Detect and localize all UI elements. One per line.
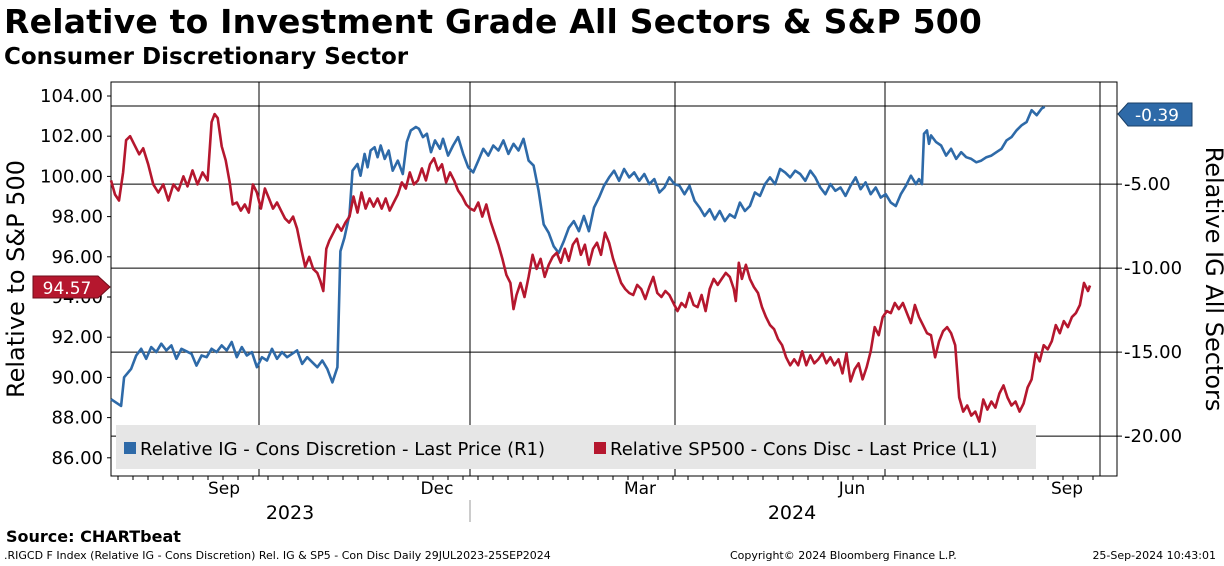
legend-background (116, 425, 1036, 469)
left-tick-label-3: 98.00 (51, 207, 103, 228)
legend: Relative IG - Cons Discretion - Last Pri… (116, 425, 1036, 469)
series-lines (109, 105, 1092, 423)
badge-sp-shape (32, 275, 111, 299)
left-tick-label-9: 86.00 (51, 448, 103, 469)
badge-sp-value: 94.57 (43, 279, 92, 299)
x-month-label-1: Dec (421, 479, 454, 499)
x-month-label-2: Mar (624, 479, 656, 499)
badge-ig-shape (1117, 102, 1193, 127)
legend-swatch-ig (124, 442, 136, 454)
footer-timestamp: 25-Sep-2024 10:43:01 (1092, 549, 1216, 562)
last-value-badge-sp: 94.57 (32, 275, 111, 299)
left-tick-label-4: 96.00 (51, 247, 103, 268)
y-axis-left-label: Relative to S&P 500 (2, 160, 30, 398)
left-tick-label-0: 104.00 (40, 86, 103, 107)
legend-swatch-sp (594, 442, 606, 454)
x-month-label-3: Jun (838, 479, 866, 499)
left-tick-label-2: 100.00 (40, 166, 103, 187)
x-month-label-4: Sep (1051, 479, 1083, 499)
legend-label-ig: Relative IG - Cons Discretion - Last Pri… (140, 439, 545, 460)
legend-label-sp: Relative SP500 - Cons Disc - Last Price … (610, 439, 997, 460)
badge-ig-value: -0.39 (1135, 106, 1179, 126)
right-tick-label-0: -5.00 (1124, 174, 1171, 195)
left-tick-label-1: 102.00 (40, 126, 103, 147)
left-tick-label-7: 90.00 (51, 367, 103, 388)
source-note: Source: CHARTbeat (6, 527, 181, 546)
left-tick-label-6: 92.00 (51, 327, 103, 348)
series-line-ig (110, 105, 1046, 408)
grid-lines (111, 82, 1117, 476)
chart-subtitle: Consumer Discretionary Sector (4, 44, 409, 70)
last-value-badge-ig: -0.39 (1117, 102, 1193, 127)
left-tick-label-8: 88.00 (51, 408, 103, 429)
right-tick-label-3: -20.00 (1124, 426, 1182, 447)
x-year-label-1: 2024 (768, 502, 816, 524)
axis-ticks: 104.00102.00100.0098.0096.0094.0092.0090… (40, 86, 1182, 524)
right-tick-label-1: -10.00 (1124, 258, 1182, 279)
series-line-sp (109, 112, 1092, 423)
right-tick-label-2: -15.00 (1124, 342, 1182, 363)
chart-title: Relative to Investment Grade All Sectors… (4, 2, 983, 41)
x-month-label-0: Sep (208, 479, 240, 499)
x-year-label-0: 2023 (266, 502, 314, 524)
footer-index-info: .RIGCD F Index (Relative IG - Cons Discr… (4, 549, 551, 562)
y-axis-right-label: Relative IG All Sectors (1200, 147, 1224, 412)
plot-frame (110, 81, 1118, 477)
footer-copyright: Copyright© 2024 Bloomberg Finance L.P. (730, 549, 957, 562)
